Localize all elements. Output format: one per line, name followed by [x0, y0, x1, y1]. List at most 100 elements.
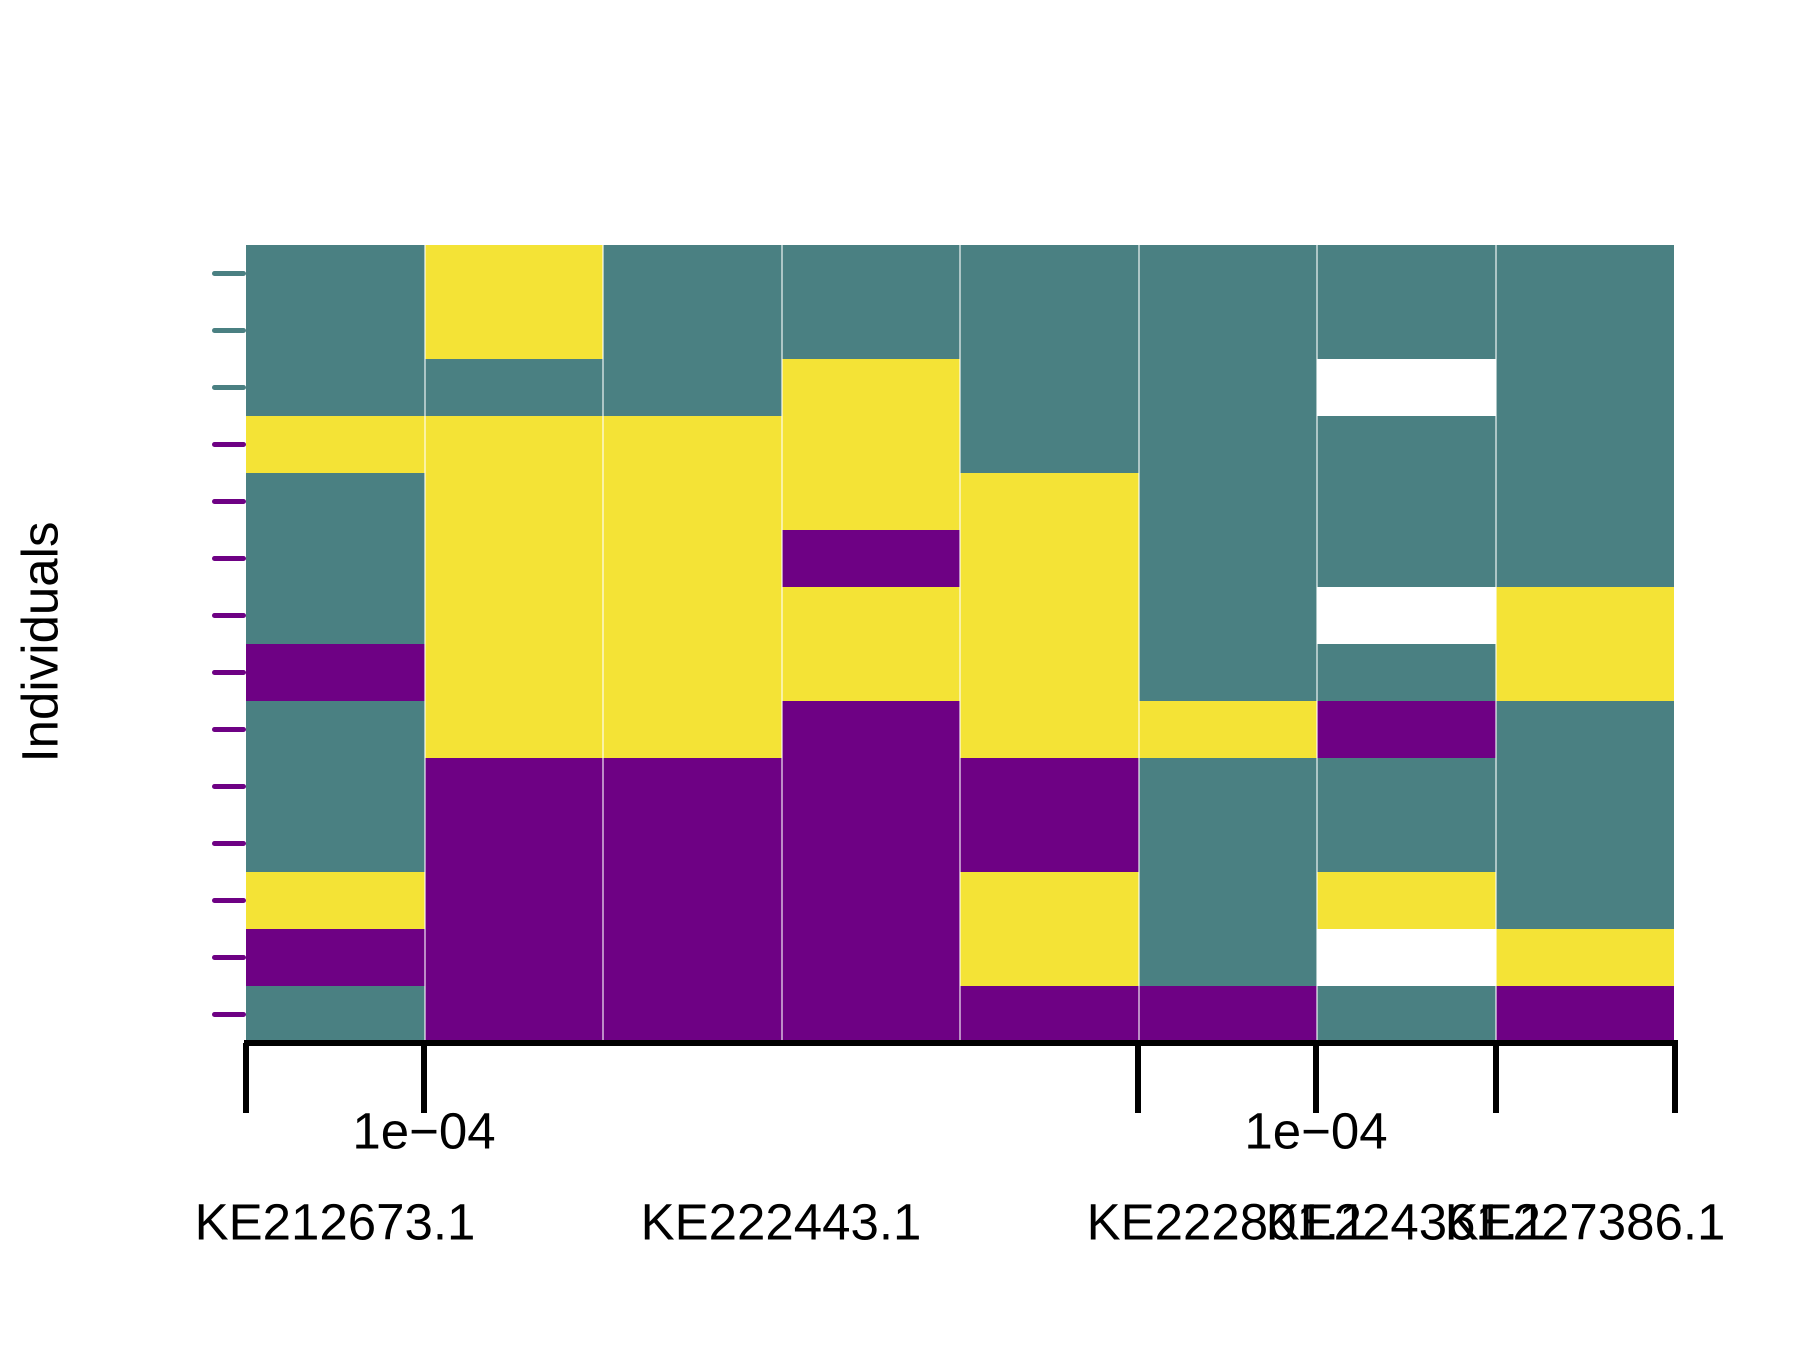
heatmap-cell	[960, 359, 1139, 416]
heatmap-cell	[960, 986, 1139, 1043]
heatmap-cell	[960, 416, 1139, 473]
heatmap-cell	[1317, 986, 1496, 1043]
y-axis-tick	[212, 898, 246, 903]
y-axis-tick	[212, 385, 246, 390]
y-axis-tick	[212, 556, 246, 561]
heatmap-cell	[1138, 359, 1317, 416]
heatmap-cell	[1317, 302, 1496, 359]
heatmap-cell	[246, 815, 425, 872]
heatmap-cell	[424, 587, 603, 644]
heatmap-cell	[781, 530, 960, 587]
heatmap-cell	[424, 359, 603, 416]
heatmap-cell	[960, 302, 1139, 359]
heatmap-cell	[1138, 302, 1317, 359]
heatmap-cell	[424, 644, 603, 701]
heatmap-cell	[424, 929, 603, 986]
heatmap-cell	[246, 701, 425, 758]
heatmap-cell	[424, 986, 603, 1043]
heatmap-cell	[1138, 644, 1317, 701]
heatmap-cell	[246, 758, 425, 815]
heatmap-cell	[781, 302, 960, 359]
heatmap-cell	[1138, 416, 1317, 473]
heatmap-cell	[1495, 758, 1674, 815]
heatmap-cell	[1495, 359, 1674, 416]
heatmap-cell	[781, 587, 960, 644]
y-axis-tick	[212, 670, 246, 675]
heatmap-cell	[424, 872, 603, 929]
heatmap-cell	[1317, 815, 1496, 872]
heatmap-cell-grid	[246, 245, 1674, 1043]
heatmap-cell	[1138, 701, 1317, 758]
heatmap-cell	[781, 815, 960, 872]
heatmap-cell	[781, 473, 960, 530]
heatmap-cell	[960, 872, 1139, 929]
heatmap-cell	[1495, 815, 1674, 872]
heatmap-cell	[1317, 530, 1496, 587]
heatmap-cell	[246, 359, 425, 416]
x-axis-tick	[243, 1043, 249, 1113]
heatmap-cell	[603, 587, 782, 644]
scaffold-label: KE224361.1	[1265, 1193, 1547, 1251]
heatmap-cell	[1317, 245, 1496, 302]
x-axis-tick	[1313, 1043, 1319, 1113]
heatmap-cell	[1495, 872, 1674, 929]
heatmap-cell	[1495, 701, 1674, 758]
heatmap-cell	[246, 473, 425, 530]
heatmap-cell	[1495, 587, 1674, 644]
heatmap-cell	[1317, 473, 1496, 530]
heatmap-cell	[1495, 416, 1674, 473]
heatmap-cell	[960, 245, 1139, 302]
heatmap-cell	[603, 815, 782, 872]
heatmap-cell	[1138, 245, 1317, 302]
heatmap-cell	[960, 473, 1139, 530]
heatmap-cell	[424, 530, 603, 587]
heatmap-cell	[781, 416, 960, 473]
y-axis-tick	[212, 271, 246, 276]
heatmap-plot	[246, 245, 1674, 1043]
heatmap-cell	[1317, 587, 1496, 644]
heatmap-cell	[1495, 245, 1674, 302]
heatmap-cell	[603, 758, 782, 815]
heatmap-cell	[1138, 986, 1317, 1043]
heatmap-cell	[1317, 758, 1496, 815]
x-axis-value-label: 1e−04	[352, 1102, 496, 1160]
heatmap-cell	[603, 644, 782, 701]
heatmap-cell	[246, 644, 425, 701]
heatmap-cell	[1317, 644, 1496, 701]
x-axis-tick	[1493, 1043, 1499, 1113]
y-axis-tick	[212, 613, 246, 618]
heatmap-cell	[1317, 416, 1496, 473]
heatmap-cell	[781, 245, 960, 302]
heatmap-cell	[1317, 872, 1496, 929]
heatmap-cell	[603, 872, 782, 929]
heatmap-cell	[246, 986, 425, 1043]
heatmap-cell	[424, 758, 603, 815]
y-axis-tick	[212, 727, 246, 732]
heatmap-cell	[424, 701, 603, 758]
scaffold-label: KE212673.1	[194, 1193, 476, 1251]
heatmap-cell	[1138, 473, 1317, 530]
heatmap-cell	[960, 929, 1139, 986]
heatmap-cell	[960, 644, 1139, 701]
heatmap-cell	[781, 359, 960, 416]
heatmap-cell	[424, 245, 603, 302]
heatmap-cell	[1317, 359, 1496, 416]
heatmap-cell	[603, 245, 782, 302]
scaffold-label: KE227386.1	[1444, 1193, 1726, 1251]
heatmap-cell	[1495, 644, 1674, 701]
heatmap-cell	[424, 473, 603, 530]
x-axis-tick	[1135, 1043, 1141, 1113]
heatmap-cell	[603, 473, 782, 530]
heatmap-cell	[246, 302, 425, 359]
heatmap-cell	[1317, 701, 1496, 758]
heatmap-cell	[424, 302, 603, 359]
x-axis-value-label: 1e−04	[1244, 1102, 1388, 1160]
heatmap-cell	[246, 929, 425, 986]
heatmap-cell	[960, 815, 1139, 872]
heatmap-cell	[424, 815, 603, 872]
heatmap-cell	[246, 872, 425, 929]
y-axis-tick	[212, 499, 246, 504]
heatmap-cell	[960, 758, 1139, 815]
heatmap-cell	[1495, 929, 1674, 986]
